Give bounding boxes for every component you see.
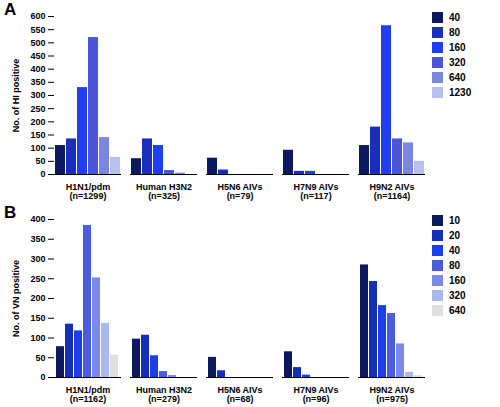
svg-text:0: 0	[40, 169, 45, 179]
svg-text:600: 600	[30, 11, 45, 21]
svg-text:H5N6 AIVs(n=68): H5N6 AIVs(n=68)	[217, 385, 262, 404]
svg-text:Human H3N2(n=279): Human H3N2(n=279)	[136, 385, 192, 404]
html-text:640: 640	[449, 72, 466, 83]
html-text:1230: 1230	[449, 87, 472, 98]
svg-text:H1N1/pdm(n=1162): H1N1/pdm(n=1162)	[66, 385, 111, 404]
html-text:80: 80	[449, 27, 461, 38]
svg-text:150: 150	[30, 130, 45, 140]
svg-text:200: 200	[30, 293, 45, 303]
html-text:320: 320	[449, 57, 466, 68]
svg-text:H9N2 AIVs(n=1164): H9N2 AIVs(n=1164)	[369, 182, 414, 201]
svg-text:350: 350	[30, 77, 45, 87]
svg-text:550: 550	[30, 25, 45, 35]
svg-text:No. of VN positive: No. of VN positive	[11, 260, 21, 337]
html-text:160: 160	[449, 275, 466, 286]
html-text:160: 160	[449, 42, 466, 53]
svg-text:100: 100	[30, 333, 45, 343]
svg-text:250: 250	[30, 274, 45, 284]
svg-text:200: 200	[30, 117, 45, 127]
html-text:320: 320	[449, 290, 466, 301]
html-text:20: 20	[449, 230, 461, 241]
svg-text:300: 300	[30, 254, 45, 264]
svg-text:No. of HI positive: No. of HI positive	[11, 59, 21, 133]
svg-text:H5N6 AIVs(n=79): H5N6 AIVs(n=79)	[217, 182, 262, 201]
svg-text:0: 0	[40, 372, 45, 382]
html-text:B: B	[4, 203, 17, 222]
html-text:A: A	[4, 0, 17, 19]
svg-text:50: 50	[35, 156, 45, 166]
svg-text:350: 350	[30, 234, 45, 244]
html-text:10: 10	[449, 215, 461, 226]
svg-text:250: 250	[30, 104, 45, 114]
svg-text:H7N9 AIVs(n=96): H7N9 AIVs(n=96)	[293, 385, 338, 404]
svg-text:100: 100	[30, 143, 45, 153]
svg-text:400: 400	[30, 214, 45, 224]
svg-text:150: 150	[30, 313, 45, 323]
svg-text:500: 500	[30, 38, 45, 48]
svg-text:Human H3N2(n=325): Human H3N2(n=325)	[136, 182, 192, 201]
html-text:40: 40	[449, 245, 461, 256]
html-text:640: 640	[449, 305, 466, 316]
html-text:40: 40	[449, 12, 461, 23]
svg-text:H9N2 AIVs(n=975): H9N2 AIVs(n=975)	[369, 385, 414, 404]
svg-text:400: 400	[30, 64, 45, 74]
html-text:80: 80	[449, 260, 461, 271]
svg-text:H1N1/pdm(n=1299): H1N1/pdm(n=1299)	[66, 182, 111, 201]
svg-text:300: 300	[30, 90, 45, 100]
svg-text:450: 450	[30, 51, 45, 61]
svg-text:50: 50	[35, 353, 45, 363]
svg-text:H7N9 AIVs(n=117): H7N9 AIVs(n=117)	[293, 182, 338, 201]
